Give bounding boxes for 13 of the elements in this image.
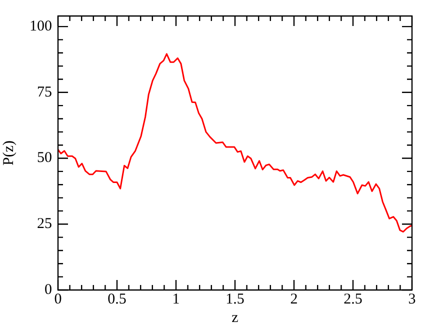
y-tick-label: 75 — [37, 84, 52, 100]
y-axis-title: P(z) — [0, 140, 17, 166]
x-tick-label: 2.5 — [344, 291, 362, 308]
x-tick-label: 1.5 — [226, 291, 244, 308]
x-tick-label: 0 — [54, 291, 62, 308]
y-tick-label: 100 — [30, 18, 52, 34]
y-tick-label: 50 — [37, 150, 52, 166]
x-tick-label: 3 — [408, 291, 416, 308]
x-tick-label: 1 — [172, 291, 180, 308]
y-tick-label: 25 — [37, 216, 52, 232]
x-tick-label: 2 — [290, 291, 298, 308]
x-axis-title: z — [232, 310, 239, 326]
x-tick-label: 0.5 — [108, 291, 126, 308]
